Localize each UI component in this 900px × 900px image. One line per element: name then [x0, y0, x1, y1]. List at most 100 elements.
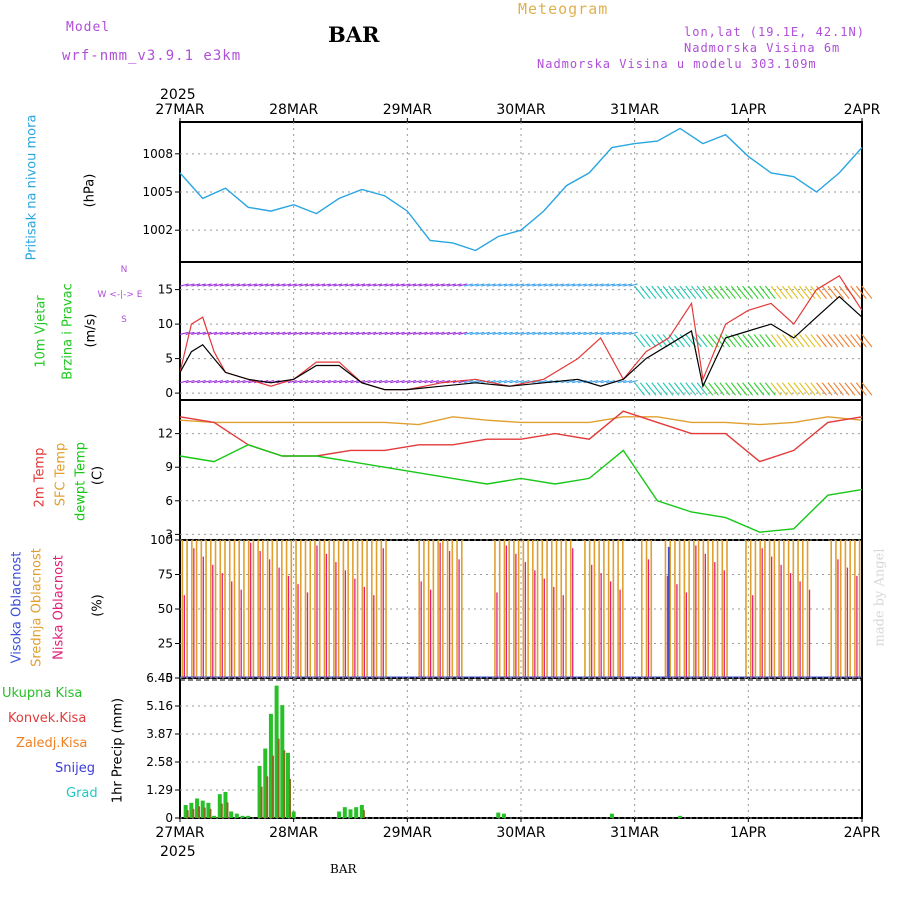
wind-arrow — [498, 331, 508, 335]
precip-bar — [501, 813, 506, 818]
wind-arrow — [412, 331, 422, 335]
wind-arrow — [730, 334, 742, 348]
wind-arrow — [441, 283, 451, 287]
precip-bar — [217, 794, 222, 818]
wind-arrow — [656, 285, 668, 300]
wind-arrow — [656, 382, 668, 396]
altitude-label: Nadmorska Visina 6m — [684, 41, 841, 55]
precip-conv-bar — [266, 776, 269, 818]
date-label-bottom: 31MAR — [610, 825, 659, 841]
wind-arrow — [492, 379, 502, 384]
wind-arrow — [498, 283, 508, 287]
wind-arrow — [242, 283, 252, 287]
wind-arrow — [344, 331, 354, 335]
wind-arrow — [299, 379, 309, 384]
wind-arrow — [560, 283, 570, 287]
wind-arrow — [208, 379, 218, 384]
footer-station: BAR — [330, 862, 357, 876]
precip-conv-bar — [288, 778, 291, 818]
wind-arrow — [287, 379, 297, 384]
ytick-label-precip: 2.58 — [146, 755, 173, 769]
compass-we: W <-|-> E — [98, 290, 143, 300]
wind-arrow — [719, 382, 731, 396]
wind-arrow — [452, 283, 462, 287]
wind-arrow — [356, 331, 366, 335]
date-label-top: 28MAR — [269, 102, 318, 118]
precip-bar — [280, 705, 285, 818]
wind-arrow — [282, 283, 292, 287]
wind-arrow — [384, 283, 394, 287]
dewpt-temp-line — [179, 444, 863, 533]
wind-arrow — [185, 331, 195, 335]
wind-arrow — [458, 331, 468, 335]
precip-bar — [354, 807, 359, 818]
ytick-label-wind: 5 — [165, 352, 173, 366]
wind-arrow — [253, 331, 263, 335]
precip-bar — [200, 800, 205, 818]
wind-arrow — [600, 379, 610, 384]
wind-arrow — [299, 283, 309, 287]
wind-arrow — [265, 331, 275, 335]
date-label-bottom: 1APR — [730, 825, 767, 841]
wind-arrow — [179, 283, 189, 287]
wind-arrow — [742, 285, 754, 300]
wind-arrow — [219, 379, 229, 384]
wind-arrow — [327, 283, 337, 287]
wind-arrow — [537, 379, 547, 384]
legend-rain-frz: Zaledj.Kisa — [16, 736, 88, 751]
ytick-label-wind: 15 — [158, 283, 173, 297]
wind-arrow — [838, 285, 850, 300]
wind-arrow — [589, 283, 599, 287]
precip-conv-bar — [198, 806, 201, 818]
wind-arrow — [401, 379, 411, 384]
precip-bar — [240, 815, 245, 818]
wind-arrow — [276, 283, 286, 287]
wind-arrow — [679, 285, 691, 300]
wind-arrow — [753, 334, 765, 348]
wind-arrow — [827, 382, 839, 396]
wind-arrow — [736, 334, 748, 348]
wind-arrow — [713, 382, 725, 396]
wind-arrow — [639, 382, 651, 396]
wind-arrow — [378, 283, 388, 287]
precip-bar — [337, 811, 342, 818]
wind-arrow — [242, 379, 252, 384]
wind-arrow — [566, 283, 576, 287]
wind-arrow — [384, 379, 394, 384]
wind-arrow — [344, 283, 354, 287]
wind-arrow — [225, 379, 235, 384]
wind-arrow — [850, 285, 862, 300]
wind-arrow — [861, 334, 873, 348]
precip-bar — [223, 791, 228, 818]
wind-arrow — [458, 283, 468, 287]
wind-arrow — [589, 331, 599, 335]
wind-arrow — [191, 283, 201, 287]
date-label-bottom: 27MAR — [155, 825, 204, 841]
wind-arrow — [645, 382, 657, 396]
precip-conv-bar — [203, 807, 206, 818]
wind-arrow — [242, 331, 252, 335]
wind-arrow — [338, 283, 348, 287]
ytick-label-precip: 0 — [165, 811, 173, 825]
wind-arrow — [401, 283, 411, 287]
wind-arrow — [844, 334, 856, 348]
wind-arrow — [560, 331, 570, 335]
ytick-label-pressure: 1005 — [142, 185, 173, 199]
wind-arrow — [310, 331, 320, 335]
date-label-bottom: 2APR — [844, 825, 881, 841]
ytick-label-cloud: 50 — [158, 602, 173, 616]
product-title: Meteogram — [518, 0, 609, 18]
model-label: Model — [66, 20, 111, 35]
precip-bar — [268, 713, 273, 818]
wind-arrow — [373, 331, 383, 335]
wind-arrow — [361, 331, 371, 335]
wind-arrow — [810, 285, 822, 300]
wind-arrow — [202, 379, 212, 384]
wind-arrow — [316, 331, 326, 335]
wind-arrow — [782, 334, 793, 348]
wind-arrow — [776, 382, 788, 396]
panel-frame-temp — [179, 399, 863, 541]
date-label-top: 29MAR — [383, 102, 432, 118]
legend-rain-total: Ukupna Kisa — [2, 686, 83, 701]
precip-bar — [195, 798, 200, 818]
